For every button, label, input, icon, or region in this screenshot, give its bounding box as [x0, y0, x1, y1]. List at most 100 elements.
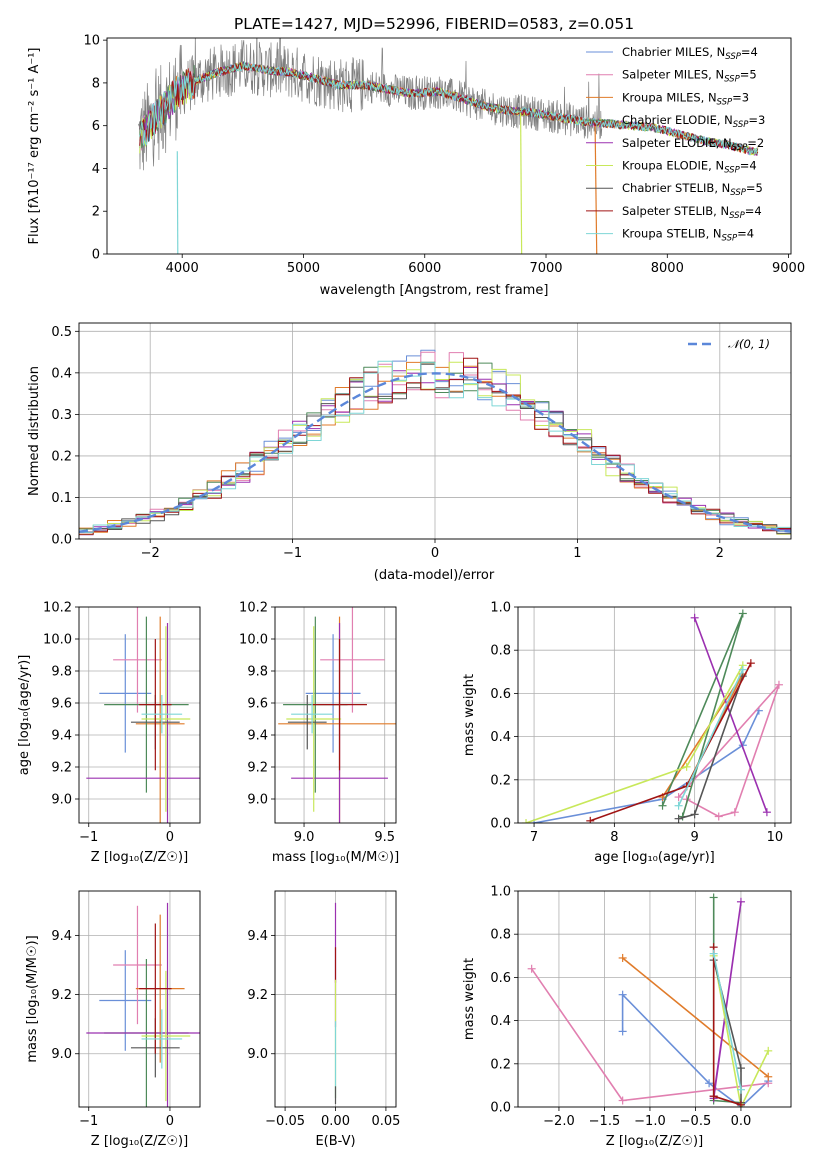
x-tick-label: −2.0 [543, 1114, 575, 1129]
y-tick-label: 9.2 [51, 988, 72, 1003]
x-tick-label: −1 [283, 546, 302, 561]
marker [618, 1096, 627, 1105]
y-tick-label: 9.0 [247, 1047, 268, 1062]
marker [714, 812, 723, 821]
metallicity-age-panel-x-axis-label: Z [log₁₀(Z/Z☉)] [91, 850, 188, 865]
marker [705, 1079, 714, 1088]
legend-label-chabrier_elodie: Chabrier ELODIE, NSSP=3 [622, 113, 765, 130]
plot-area [138, 38, 759, 254]
y-tick-label: 0.4 [490, 1014, 511, 1029]
x-tick-label: 0 [166, 1114, 174, 1129]
weight-series-salpeter_miles [674, 680, 783, 821]
marker [674, 814, 683, 823]
y-tick-label: 10.2 [239, 601, 268, 616]
axes-frame [78, 606, 201, 824]
x-tick-label: −0.5 [680, 1114, 712, 1129]
spectrum-y-axis-label: Flux [fλ10⁻¹⁷ erg cm⁻² s⁻¹ A⁻¹] [27, 48, 42, 245]
weight-series-chabrier_stelib [674, 672, 747, 823]
legend-label-salpeter_elodie: Salpeter ELODIE, NSSP=2 [622, 136, 764, 153]
y-tick-label: 10.0 [43, 633, 72, 648]
marker [709, 893, 718, 902]
marker [764, 1072, 773, 1081]
marker [764, 1046, 773, 1055]
weight-series-salpeter_stelib [709, 943, 745, 1107]
age-weight-panel-x-axis-label: age [log₁₀(age/yr)] [594, 850, 715, 865]
errorbar-kroupa_stelib [291, 695, 334, 734]
metallicity-weight-panel-y-axis-label: mass weight [462, 958, 477, 1040]
x-tick-label: 8 [610, 830, 618, 845]
plot-area [86, 902, 200, 1107]
x-tick-label: −1.0 [634, 1114, 666, 1129]
legend-label-salpeter_miles: Salpeter MILES, NSSP=5 [622, 68, 757, 85]
y-tick-label: 0.0 [51, 533, 72, 548]
mass-age-panel-x-axis-label: mass [log₁₀(M/M☉)] [272, 850, 399, 865]
y-tick-label: 9.4 [247, 729, 268, 744]
marker [746, 659, 755, 668]
spectrum-drop-line [519, 112, 523, 254]
y-tick-label: 9.0 [51, 793, 72, 808]
ebv-mass-panel: −0.05 0.00 0.05 9.0 9.2 9.4 E(B-V) [247, 890, 400, 1149]
x-tick-label: 4000 [166, 261, 199, 276]
residual-histogram-kroupa_stelib [79, 360, 791, 533]
marker [690, 810, 699, 819]
plot-area [522, 609, 783, 823]
residual-y-axis-label: Normed distribution [27, 366, 42, 496]
legend-label-kroupa_elodie: Kroupa ELODIE, NSSP=4 [622, 159, 757, 176]
errorbar-salpeter_miles [113, 905, 162, 1025]
y-tick-label: 9.6 [247, 697, 268, 712]
spectrum-model-line-kroupa_stelib [139, 61, 759, 156]
metallicity-weight-panel: −2.0 −1.5 −1.0 −0.5 0.0 0.0 0.2 0.4 0.6 0.8 1.0 Z [… [462, 885, 792, 1149]
errorbar-chabrier_miles [99, 950, 152, 1051]
weight-series-kroupa_elodie [522, 661, 747, 823]
weight-series-chabrier_elodie [658, 609, 747, 821]
y-tick-label: 9.6 [51, 697, 72, 712]
y-tick-label: 0.5 [51, 325, 72, 340]
marker [736, 1085, 745, 1094]
x-tick-label: 9.0 [294, 830, 315, 845]
y-tick-label: 0.1 [51, 491, 72, 506]
marker [618, 1027, 627, 1036]
figure-title: PLATE=1427, MJD=52996, FIBERID=0583, z=0… [234, 15, 634, 33]
marker [690, 613, 699, 622]
y-tick-label: 9.0 [247, 793, 268, 808]
weight-line [712, 955, 770, 1107]
y-tick-label: 9.8 [247, 665, 268, 680]
weight-line [693, 617, 768, 813]
x-tick-label: 0 [431, 546, 439, 561]
age-weight-panel: 7 8 9 10 0.0 0.2 0.4 0.6 0.8 1.0 age [log₁₀(age/yr… [462, 601, 792, 865]
y-tick-label: 0.4 [490, 730, 511, 745]
x-tick-label: 5000 [287, 261, 320, 276]
errorbar-kroupa_stelib [141, 1009, 183, 1069]
ebv-mass-panel-x-axis-label: E(B-V) [315, 1134, 355, 1149]
x-tick-label: −1.5 [589, 1114, 621, 1129]
errorbar-salpeter_elodie [86, 902, 200, 1107]
normal-curve [79, 372, 791, 533]
grid [79, 891, 200, 1107]
marker [527, 964, 536, 973]
errorbar-salpeter_stelib [139, 923, 172, 1054]
y-tick-label: 6 [92, 119, 100, 134]
grid [518, 606, 791, 824]
weight-series-kroupa_miles [618, 953, 773, 1081]
x-tick-label: 0.0 [731, 1114, 752, 1129]
metallicity-mass-panel-y-axis-label: mass [log₁₀(M/M☉)] [25, 935, 40, 1062]
x-tick-label: 7 [530, 830, 538, 845]
x-tick-label: 6000 [408, 261, 441, 276]
y-tick-label: 2 [92, 205, 100, 220]
plot-area [79, 349, 791, 536]
errorbar-kroupa_elodie [286, 626, 342, 812]
axes-frame [106, 37, 792, 255]
legend-label-kroupa_stelib: Kroupa STELIB, NSSP=4 [622, 227, 754, 244]
marker [736, 1064, 745, 1073]
y-tick-label: 9.4 [51, 929, 72, 944]
weight-line [533, 710, 760, 823]
marker [618, 953, 627, 962]
y-tick-label: 10 [83, 34, 100, 49]
axes-frame [78, 890, 201, 1108]
residual-x-axis-label: (data-model)/error [374, 568, 495, 583]
x-tick-label: −0.05 [265, 1114, 305, 1129]
errorbar-salpeter_elodie [86, 623, 200, 823]
spectrum-drop-line [594, 125, 598, 254]
y-tick-label: 0 [92, 248, 100, 263]
y-tick-label: 0.0 [490, 817, 511, 832]
